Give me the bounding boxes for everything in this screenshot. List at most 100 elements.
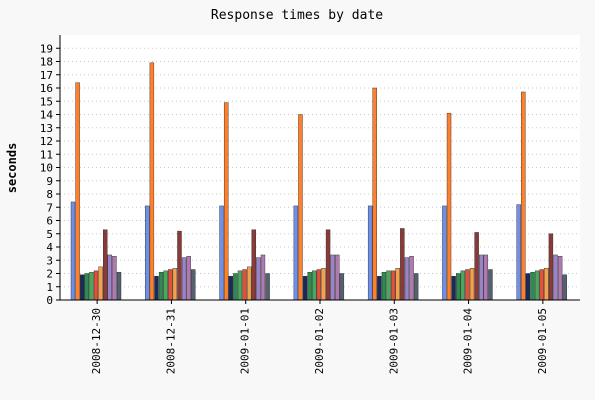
- bar: [381, 271, 387, 301]
- bar: [553, 254, 558, 301]
- bar: [325, 229, 331, 301]
- bar: [70, 201, 76, 301]
- bar: [465, 269, 470, 301]
- bar: [312, 270, 317, 301]
- plot-area: 0123456789101112131415161718192008-12-30…: [40, 35, 580, 374]
- bar: [145, 205, 150, 301]
- bar: [534, 270, 540, 301]
- x-tick-label: 2008-12-30: [90, 308, 103, 374]
- bar: [539, 269, 544, 301]
- bar: [442, 205, 447, 301]
- bar: [400, 228, 405, 301]
- bar: [335, 254, 340, 301]
- bar: [390, 270, 396, 301]
- bar: [395, 268, 400, 301]
- bar: [316, 269, 322, 301]
- y-tick-label: 13: [40, 122, 53, 135]
- bar: [260, 254, 266, 301]
- bar: [409, 256, 414, 301]
- bar: [413, 273, 419, 301]
- bar: [93, 270, 99, 301]
- bar: [223, 102, 229, 301]
- bar: [456, 273, 461, 301]
- bar: [102, 229, 108, 301]
- bar: [302, 275, 308, 301]
- bar: [525, 273, 531, 301]
- y-tick-label: 14: [40, 109, 54, 122]
- bar: [246, 266, 252, 301]
- bar: [186, 256, 191, 301]
- x-tick-label: 2008-12-31: [164, 308, 177, 374]
- x-tick-label: 2009-01-04: [462, 308, 475, 375]
- bar: [256, 257, 261, 301]
- bar: [372, 87, 377, 301]
- y-tick-label: 3: [46, 254, 53, 267]
- y-tick-label: 19: [40, 42, 53, 55]
- bar: [251, 229, 256, 301]
- y-tick-label: 4: [46, 241, 53, 254]
- bar: [265, 273, 270, 301]
- x-tick-label: 2009-01-05: [536, 308, 549, 374]
- bar: [168, 269, 173, 301]
- x-tick-label: 2009-01-02: [313, 308, 326, 374]
- bar: [307, 271, 312, 301]
- bar: [98, 266, 103, 301]
- chart-title: Response times by date: [211, 8, 383, 23]
- bar: [451, 275, 456, 301]
- bar: [219, 205, 224, 301]
- bar: [548, 233, 554, 301]
- bar: [154, 275, 159, 301]
- bar: [191, 269, 196, 301]
- bar: [116, 271, 122, 301]
- x-tick-label: 2009-01-03: [387, 308, 400, 374]
- bar: [521, 91, 526, 301]
- bar: [163, 270, 168, 301]
- bar: [530, 271, 535, 301]
- y-tick-label: 6: [46, 215, 53, 228]
- y-tick-label: 15: [40, 95, 53, 108]
- x-tick-label: 2009-01-01: [239, 308, 252, 374]
- bar: [474, 232, 479, 301]
- y-tick-label: 1: [46, 281, 53, 294]
- bar: [479, 254, 484, 301]
- y-tick-label: 16: [40, 82, 53, 95]
- bar: [298, 114, 303, 301]
- bar: [367, 205, 373, 301]
- y-tick-label: 10: [40, 162, 53, 175]
- y-tick-label: 5: [46, 228, 53, 241]
- bar: [149, 62, 155, 301]
- bar: [460, 270, 466, 301]
- bar: [404, 257, 410, 301]
- y-tick-label: 7: [46, 201, 53, 214]
- bar: [544, 268, 549, 301]
- bar: [233, 273, 238, 301]
- bar: [469, 268, 475, 301]
- bar: [386, 270, 391, 301]
- bar: [557, 256, 563, 301]
- y-tick-label: 11: [40, 148, 53, 161]
- bar: [237, 270, 243, 301]
- bar: [158, 271, 164, 301]
- y-tick-label: 12: [40, 135, 53, 148]
- bar: [75, 82, 80, 301]
- y-tick-label: 18: [40, 56, 53, 69]
- bar: [488, 269, 493, 301]
- bar: [79, 274, 85, 301]
- bar: [112, 256, 117, 301]
- bar: [172, 268, 178, 301]
- y-tick-label: 17: [40, 69, 53, 82]
- y-tick-label: 8: [46, 188, 53, 201]
- y-axis-label: seconds: [5, 143, 19, 194]
- bar: [293, 205, 299, 301]
- bar: [339, 273, 345, 301]
- bar: [228, 275, 233, 301]
- bar: [89, 271, 94, 301]
- bar: [242, 269, 247, 301]
- y-tick-label: 9: [46, 175, 53, 188]
- bar: [181, 257, 187, 301]
- bar: [84, 273, 90, 301]
- y-tick-label: 0: [46, 294, 53, 307]
- bar: [177, 230, 182, 301]
